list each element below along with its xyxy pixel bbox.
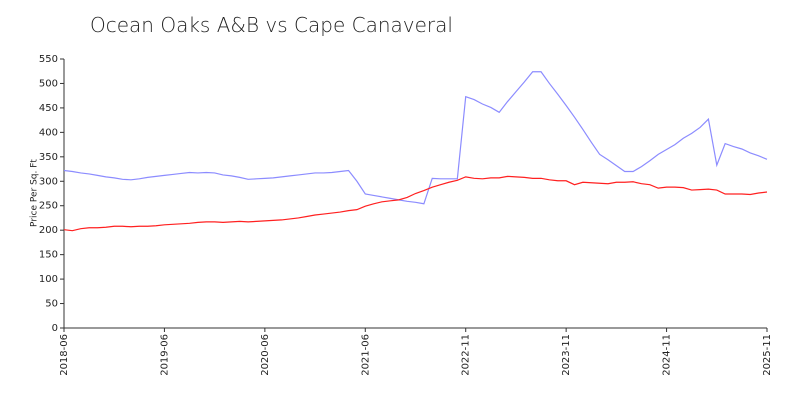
- y-tick-label: 200: [39, 225, 58, 236]
- y-tick-label: 0: [52, 323, 58, 334]
- series-line: [63, 175, 768, 232]
- x-tick-label: 2018-06: [59, 334, 70, 376]
- x-tick-label: 2021-06: [360, 334, 371, 376]
- x-tick-label: 2023-11: [561, 334, 572, 376]
- y-tick-label: 100: [39, 274, 58, 285]
- y-tick-label: 500: [39, 78, 58, 89]
- y-tick-label: 250: [39, 201, 58, 212]
- series-line: [63, 71, 768, 205]
- x-tick-label: 2019-06: [159, 334, 170, 376]
- y-tick-label: 300: [39, 176, 58, 187]
- y-tick-label: 350: [39, 152, 58, 163]
- x-tick-label: 2024-11: [662, 334, 673, 376]
- y-tick-label: 450: [39, 103, 58, 114]
- y-tick-label: 150: [39, 250, 58, 261]
- y-tick-label: 50: [45, 299, 58, 310]
- x-tick-label: 2025-11: [762, 334, 773, 376]
- y-axis-label: Price Per Sq. Ft: [30, 159, 40, 227]
- x-tick-label: 2022-11: [461, 334, 472, 376]
- y-tick-label: 400: [39, 127, 58, 138]
- y-tick-label: 550: [39, 54, 58, 65]
- chart-title: Ocean Oaks A&B vs Cape Canaveral: [90, 13, 453, 37]
- x-tick-label: 2020-06: [260, 334, 271, 376]
